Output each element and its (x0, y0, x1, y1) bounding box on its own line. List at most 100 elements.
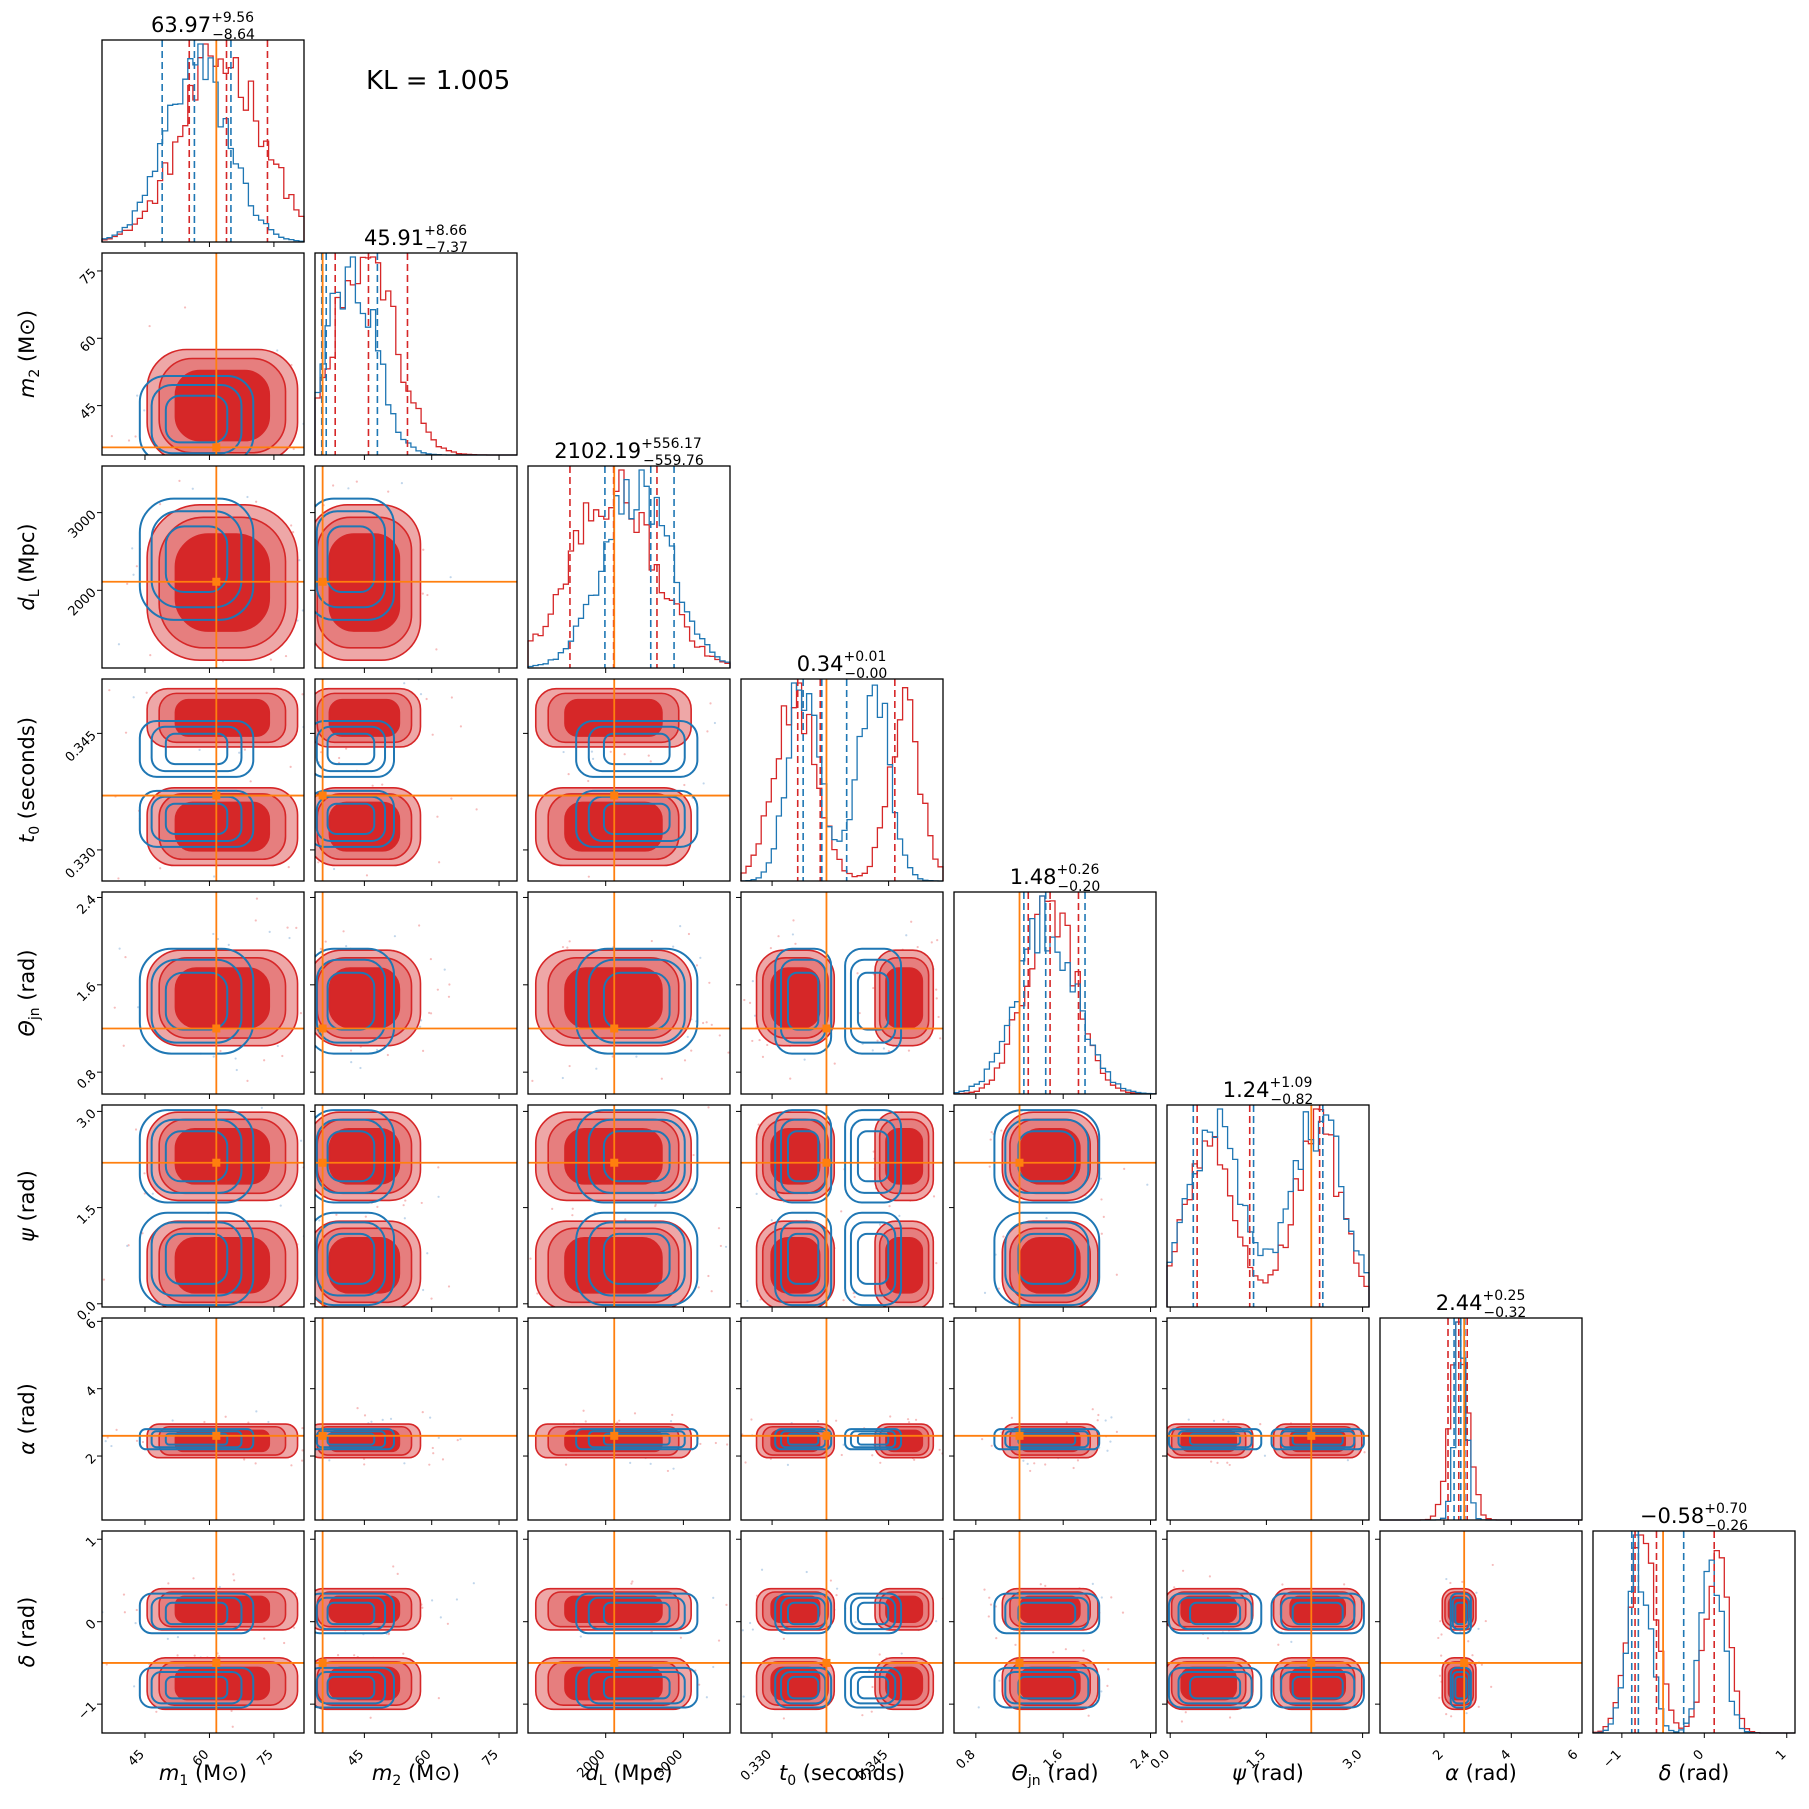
sample-point (616, 1421, 619, 1424)
sample-point (455, 1598, 459, 1601)
blue-contour-level-3 (602, 971, 671, 1031)
sample-point (334, 671, 336, 673)
sample-point (176, 1654, 179, 1657)
blue-contour-level-2 (780, 1670, 827, 1705)
blue-contour-level-2 (1451, 1596, 1470, 1631)
sample-point (117, 643, 121, 646)
sample-point (562, 750, 565, 754)
sample-point (988, 1165, 991, 1168)
sample-point (318, 1219, 321, 1222)
sample-point (359, 1066, 362, 1070)
sample-point (853, 1295, 856, 1299)
sample-point (349, 884, 351, 886)
sample-point (421, 1049, 425, 1052)
sample-point (301, 1449, 304, 1452)
panel-content (741, 1531, 943, 1733)
sample-point (1461, 1580, 1464, 1583)
blue-contour-level-3 (787, 1601, 820, 1626)
sample-point (227, 462, 229, 464)
blue-contour-level-2 (1004, 1430, 1090, 1449)
sample-point (624, 1218, 627, 1221)
sample-point (631, 1580, 634, 1583)
y-tick-label: 1 (83, 1534, 99, 1550)
sample-point (777, 935, 780, 938)
sample-point (281, 1054, 284, 1058)
x-tick-label: 1 (1773, 1747, 1789, 1763)
red-contour-level-3 (770, 1127, 821, 1185)
panel-frame (1592, 1530, 1796, 1734)
sample-point (698, 1683, 701, 1686)
panel-content (315, 1318, 517, 1520)
sample-point (369, 1716, 372, 1719)
sample-point (1107, 1668, 1110, 1671)
injection-marker (822, 1431, 831, 1440)
sample-point (1438, 1674, 1442, 1677)
sample-point (567, 773, 570, 776)
blue-contour-level-2 (1004, 1670, 1090, 1705)
sample-point (392, 1565, 395, 1568)
sample-point (276, 1044, 279, 1048)
injection-marker (610, 791, 619, 800)
blue-contour-level-1 (575, 1666, 699, 1709)
blue-contour-level-2 (1177, 1430, 1253, 1449)
panel-frame (953, 1104, 1157, 1308)
x-axis-label-m1: m1 (M⊙) (159, 1761, 247, 1789)
blue-contour-level-3 (856, 1130, 890, 1183)
sample-point (1091, 1408, 1094, 1411)
sample-point (697, 1286, 700, 1289)
blue-contour-level-2 (315, 1670, 387, 1705)
sample-point (786, 1463, 790, 1466)
sample-point (1096, 1419, 1099, 1422)
blue-contour-level-3 (602, 1675, 671, 1700)
panel-content (102, 1318, 304, 1520)
hist-blue-step (101, 43, 305, 242)
blue-contour-level-1 (844, 1428, 903, 1451)
hist-panel-m1: 63.97+9.56 −8.64 (101, 10, 305, 247)
sample-point (897, 1319, 899, 1321)
sample-point (1161, 1441, 1163, 1443)
sample-point (307, 765, 309, 767)
sample-point (785, 1100, 787, 1102)
sample-point (995, 1637, 998, 1640)
sample-point (184, 477, 186, 479)
sample-point (770, 1219, 773, 1222)
sample-point (1208, 1575, 1212, 1578)
sample-point (990, 1131, 993, 1134)
sample-point (254, 1462, 257, 1465)
red-contour-level-3 (885, 1127, 924, 1185)
sample-point (307, 865, 309, 867)
sample-point (254, 919, 257, 922)
sample-point (308, 1163, 310, 1165)
sample-point (420, 1019, 423, 1022)
sample-point (1039, 1583, 1042, 1586)
sample-point (148, 324, 151, 328)
contour-panel-t0-vs-m2 (307, 671, 518, 886)
sample-point (396, 1572, 399, 1575)
panel-frame (314, 252, 518, 456)
sample-point (134, 1128, 138, 1131)
contour-panel-psi-vs-dL (523, 1104, 731, 1312)
sample-point (781, 1329, 783, 1331)
sample-point (300, 1145, 302, 1147)
sample-point (1097, 1413, 1100, 1417)
sample-point (1277, 1643, 1280, 1646)
panel-frame (101, 1104, 305, 1308)
red-contour-level-3 (328, 967, 401, 1029)
x-axis-label-delta: δ (rad) (1659, 1761, 1730, 1785)
sample-point (318, 756, 320, 758)
panel-frame (527, 1530, 731, 1734)
sample-point (299, 1702, 301, 1704)
sample-point (935, 1620, 938, 1623)
contour-panel-alpha-vs-theta (949, 1317, 1157, 1525)
sample-point (308, 963, 310, 965)
blue-contour-level-2 (150, 1118, 243, 1194)
red-contour-level-3 (770, 1237, 821, 1294)
blue-contour-level-1 (844, 1211, 903, 1307)
blue-contour-level-2 (315, 725, 387, 773)
x-axis-label-dL: dL (Mpc) (585, 1761, 672, 1789)
injection-marker (318, 1431, 327, 1440)
sample-point (568, 940, 571, 943)
sample-point (748, 1001, 752, 1004)
sample-point (966, 1170, 968, 1172)
blue-contour-level-1 (1270, 1592, 1365, 1635)
